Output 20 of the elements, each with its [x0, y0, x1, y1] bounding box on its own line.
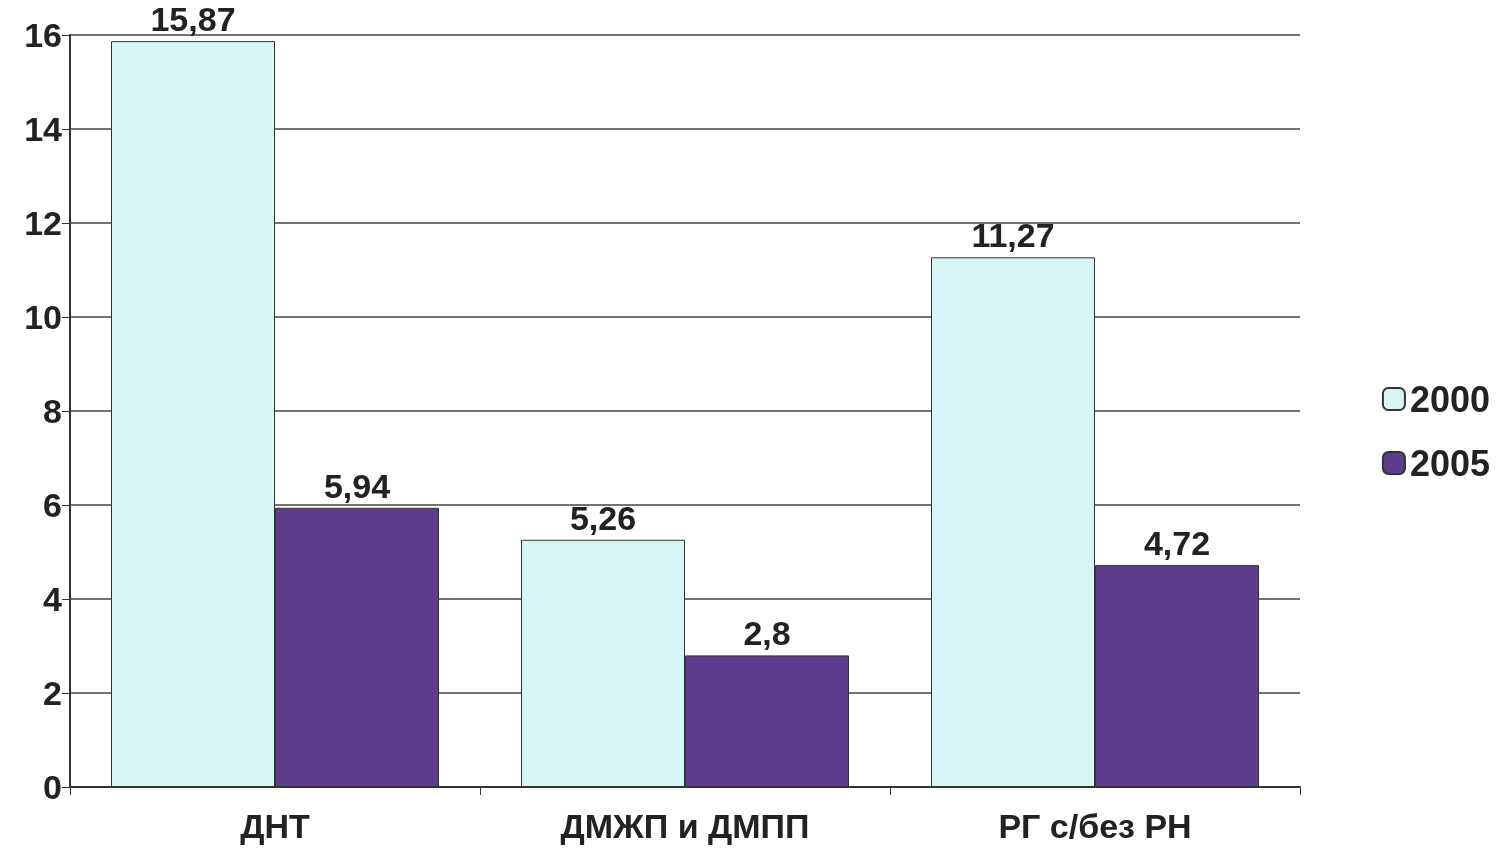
y-tick-label: 2: [43, 674, 62, 712]
x-tick-label: РГ с/без РН: [998, 807, 1192, 845]
legend-label: 2005: [1409, 442, 1491, 484]
y-tick-label: 0: [43, 768, 62, 806]
y-tick-label: 16: [24, 16, 62, 54]
data-label: 5,94: [323, 466, 391, 505]
y-tick-label: 6: [43, 486, 62, 524]
data-label: 15,87: [150, 0, 236, 39]
x-tick-label: ДМЖП и ДМПП: [560, 807, 810, 845]
data-label: 2,8: [743, 614, 791, 653]
y-tick-label: 8: [43, 392, 62, 430]
legend-label: 2000: [1409, 378, 1491, 420]
x-tick-label: ДНТ: [240, 807, 310, 845]
data-label: 11,27: [971, 216, 1055, 255]
data-label: 4,72: [1143, 524, 1211, 563]
y-tick-label: 10: [24, 298, 62, 336]
data-label: 5,26: [569, 498, 637, 537]
y-tick-label: 4: [43, 580, 63, 618]
y-tick-label: 12: [24, 204, 62, 242]
y-tick-label: 14: [24, 110, 63, 148]
